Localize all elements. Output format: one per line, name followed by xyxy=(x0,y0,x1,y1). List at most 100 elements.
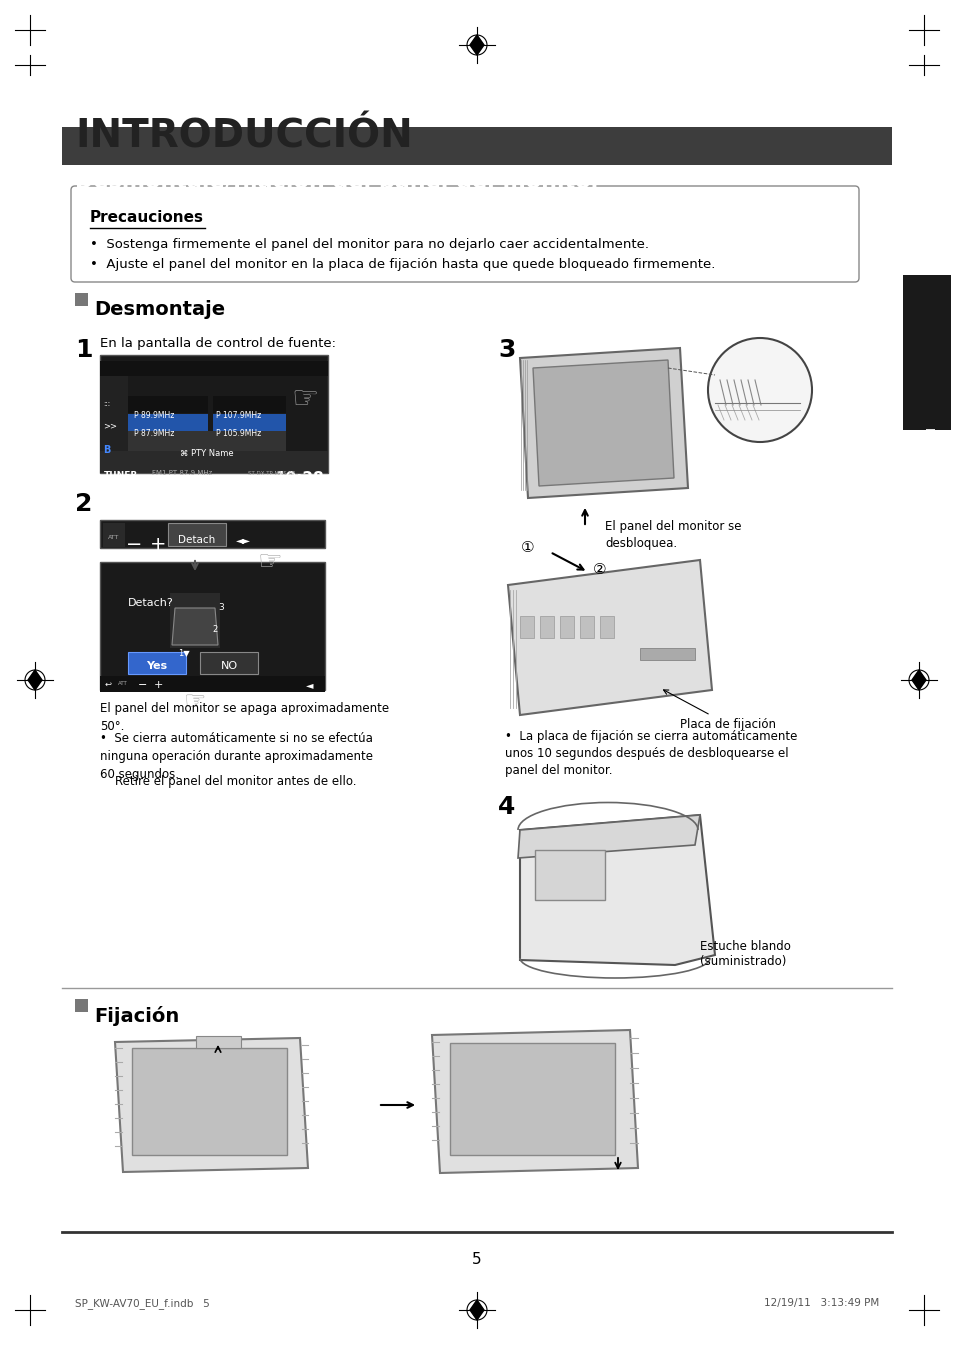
Text: ◄: ◄ xyxy=(306,680,314,691)
Text: P 107.9MHz: P 107.9MHz xyxy=(215,412,261,420)
Polygon shape xyxy=(172,608,218,645)
Polygon shape xyxy=(519,815,714,965)
Bar xyxy=(213,414,286,431)
Text: ↩: ↩ xyxy=(105,680,112,689)
Text: El panel del monitor se
desbloquea.: El panel del monitor se desbloquea. xyxy=(604,520,740,550)
Text: •  Se cierra automáticamente si no se efectúa
ninguna operación durante aproxima: • Se cierra automáticamente si no se efe… xyxy=(100,733,373,781)
Bar xyxy=(62,127,891,165)
Text: ☞: ☞ xyxy=(257,548,282,575)
Bar xyxy=(100,376,128,451)
Text: Retire el panel del monitor antes de ello.: Retire el panel del monitor antes de ell… xyxy=(115,774,356,788)
Text: Estuche blando
(suministrado): Estuche blando (suministrado) xyxy=(700,940,790,968)
Text: −: − xyxy=(126,535,142,554)
Text: ST DX TP MNS AF: ST DX TP MNS AF xyxy=(248,471,295,477)
Bar xyxy=(128,414,208,431)
Bar xyxy=(128,395,208,413)
Polygon shape xyxy=(517,815,700,858)
Text: 1: 1 xyxy=(75,338,92,362)
Text: 4: 4 xyxy=(497,795,515,819)
Text: ◄►: ◄► xyxy=(235,535,251,546)
Polygon shape xyxy=(28,670,42,691)
Bar xyxy=(100,520,325,548)
Bar xyxy=(100,355,328,473)
Polygon shape xyxy=(470,1300,483,1320)
Bar xyxy=(902,275,950,431)
Text: −: − xyxy=(138,680,147,691)
Text: 12/19/11   3:13:49 PM: 12/19/11 3:13:49 PM xyxy=(763,1298,878,1308)
Text: 1▼: 1▼ xyxy=(178,649,190,657)
Polygon shape xyxy=(470,35,483,56)
Bar xyxy=(559,616,574,638)
Text: 3: 3 xyxy=(497,338,515,362)
Polygon shape xyxy=(115,1039,308,1173)
Text: NO: NO xyxy=(220,661,237,672)
Text: Placa de fijación: Placa de fijación xyxy=(663,691,775,731)
Polygon shape xyxy=(533,360,673,486)
Text: •  Ajuste el panel del monitor en la placa de fijación hasta que quede bloqueado: • Ajuste el panel del monitor en la plac… xyxy=(90,259,715,271)
Text: Detach?: Detach? xyxy=(128,598,173,608)
Bar xyxy=(170,593,220,649)
Bar xyxy=(450,1043,615,1155)
Text: ①: ① xyxy=(520,540,535,555)
Text: Precauciones: Precauciones xyxy=(90,210,204,225)
Bar xyxy=(579,616,594,638)
Text: +: + xyxy=(153,680,163,691)
Text: P 89.9MHz: P 89.9MHz xyxy=(133,412,174,420)
Text: ATT: ATT xyxy=(118,681,128,686)
Bar xyxy=(132,1048,287,1155)
Bar xyxy=(75,999,88,1011)
Text: FM1 PT 87.9 MHz: FM1 PT 87.9 MHz xyxy=(152,470,212,477)
Bar xyxy=(639,649,695,659)
Text: ②: ② xyxy=(593,562,606,578)
Text: 5: 5 xyxy=(472,1252,481,1267)
Text: •  Sostenga firmemente el panel del monitor para no dejarlo caer accidentalmente: • Sostenga firmemente el panel del monit… xyxy=(90,238,648,250)
Text: 2: 2 xyxy=(212,626,217,634)
Text: P 87.9MHz: P 87.9MHz xyxy=(133,429,174,437)
Text: Desmontaje/fijación del panel del monitor: Desmontaje/fijación del panel del monito… xyxy=(75,171,601,191)
Bar xyxy=(128,431,286,451)
Bar xyxy=(599,616,614,638)
Bar xyxy=(539,616,554,638)
Text: B: B xyxy=(103,445,111,455)
Text: ⌘ PTY Name: ⌘ PTY Name xyxy=(180,450,233,458)
Text: ☞: ☞ xyxy=(291,386,318,414)
Bar xyxy=(103,523,125,547)
Text: P 105.9MHz: P 105.9MHz xyxy=(215,429,261,437)
Text: +: + xyxy=(150,535,166,554)
Text: 2: 2 xyxy=(75,492,92,516)
Text: 3: 3 xyxy=(218,603,224,612)
Text: En la pantalla de control de fuente:: En la pantalla de control de fuente: xyxy=(100,337,335,349)
Bar xyxy=(100,562,325,691)
Text: Desmontaje: Desmontaje xyxy=(94,301,225,320)
Bar xyxy=(195,1036,241,1048)
FancyBboxPatch shape xyxy=(71,185,858,282)
Bar xyxy=(168,523,226,546)
Text: Fijación: Fijación xyxy=(94,1006,179,1026)
Polygon shape xyxy=(519,348,687,498)
Bar xyxy=(519,616,534,638)
Bar xyxy=(100,451,328,473)
Text: •  La placa de fijación se cierra automáticamente
unos 10 segundos después de de: • La placa de fijación se cierra automát… xyxy=(504,730,797,777)
Circle shape xyxy=(707,338,811,441)
Text: Detach: Detach xyxy=(178,535,215,546)
Text: Yes: Yes xyxy=(146,661,168,672)
Bar xyxy=(213,395,286,413)
Text: El panel del monitor se apaga aproximadamente
50°.: El panel del monitor se apaga aproximada… xyxy=(100,701,389,733)
Text: INTRODUCCIÓN: INTRODUCCIÓN xyxy=(75,118,413,156)
Text: >>: >> xyxy=(103,421,117,431)
Text: ☞: ☞ xyxy=(184,691,206,714)
Text: ESPAÑOL: ESPAÑOL xyxy=(920,428,933,489)
Text: :::: ::: xyxy=(103,401,110,408)
Polygon shape xyxy=(507,561,711,715)
Bar xyxy=(100,362,328,376)
Text: ATT: ATT xyxy=(109,535,119,540)
Polygon shape xyxy=(911,670,925,691)
Bar xyxy=(535,850,604,900)
Text: SP_KW-AV70_EU_f.indb   5: SP_KW-AV70_EU_f.indb 5 xyxy=(75,1298,210,1309)
Text: TUNER: TUNER xyxy=(104,471,138,481)
Bar xyxy=(75,292,88,306)
Bar xyxy=(200,653,257,674)
Bar xyxy=(100,676,325,692)
Polygon shape xyxy=(432,1030,638,1173)
Text: 10:28: 10:28 xyxy=(274,471,323,486)
